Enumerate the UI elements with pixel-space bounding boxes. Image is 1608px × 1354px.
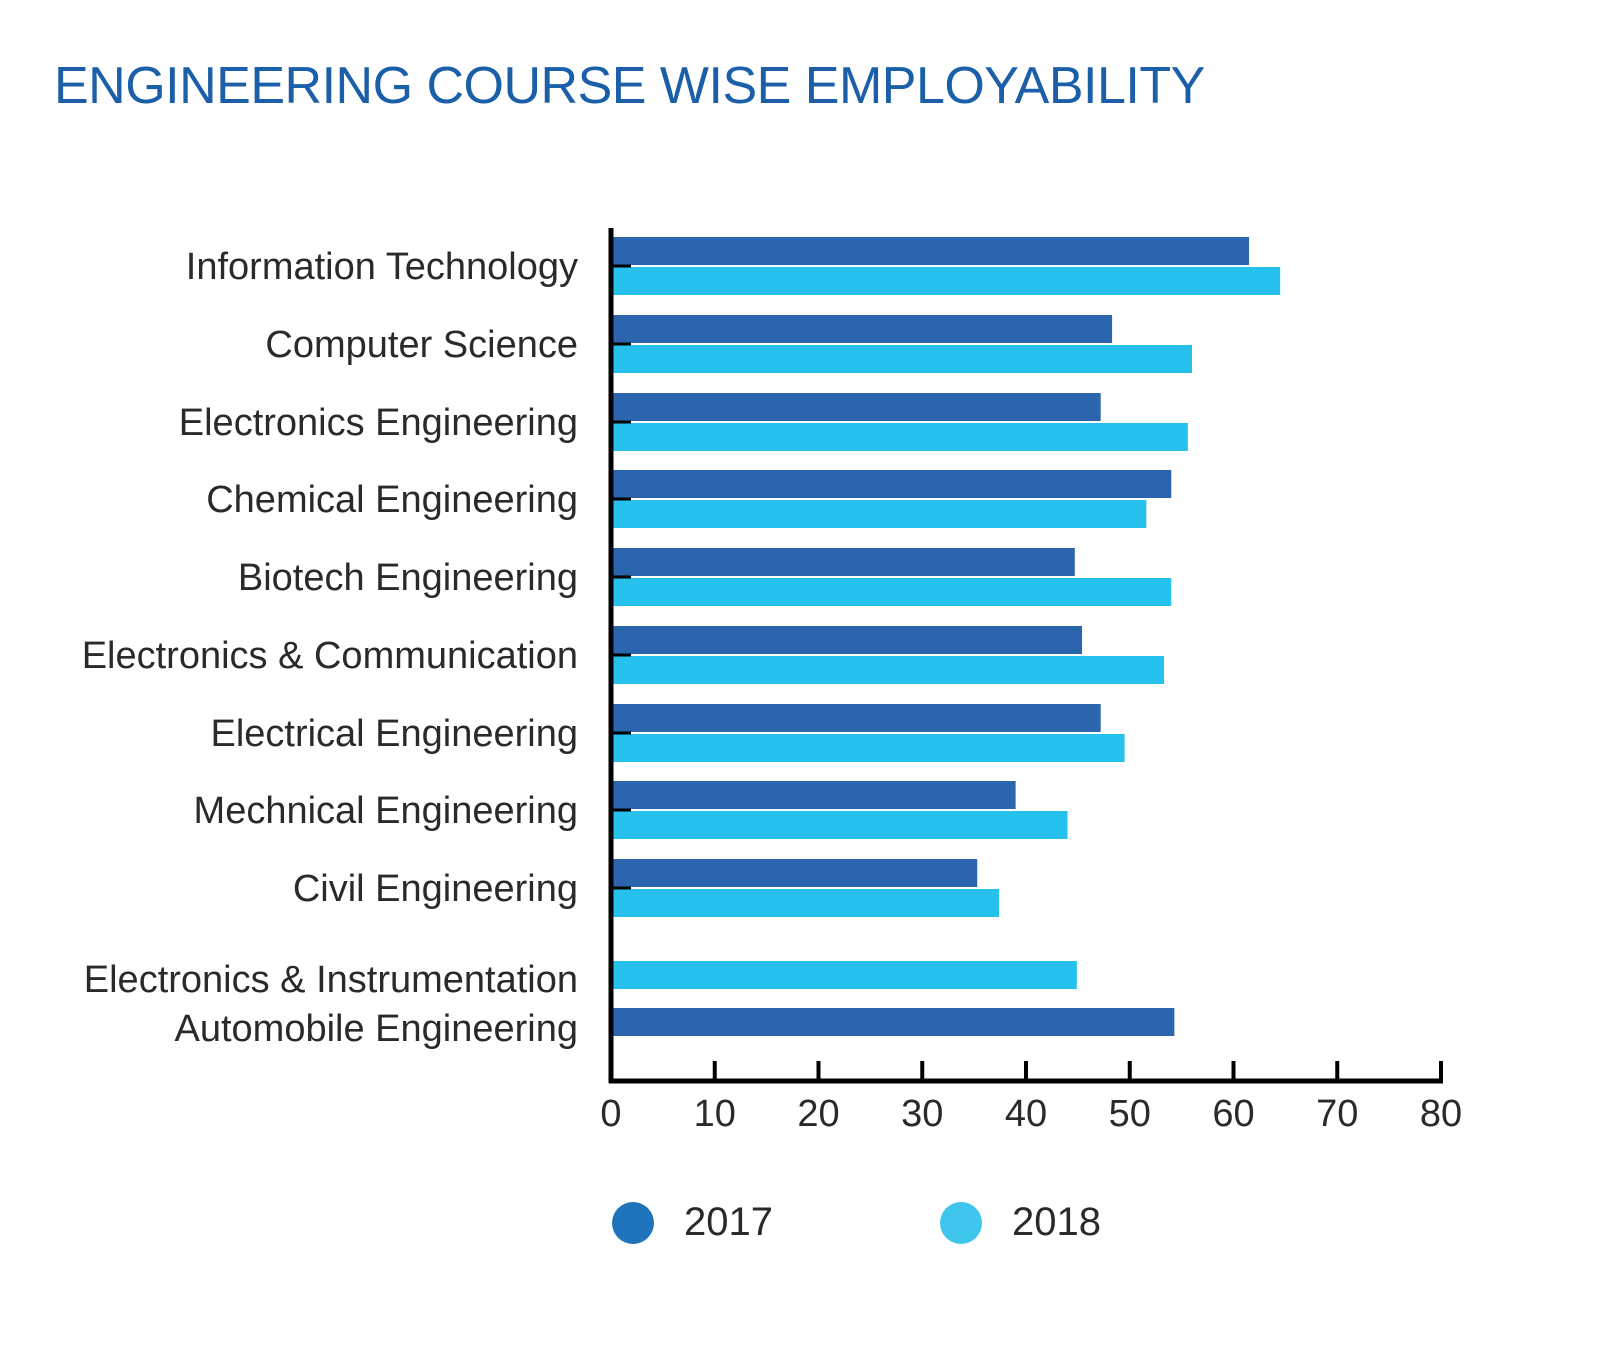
legend-label-2017: 2017 xyxy=(684,1200,773,1244)
category-label-electronics-engineering: Electronics Engineering xyxy=(179,402,578,444)
legend-swatch-2018 xyxy=(940,1201,982,1244)
bar-2017-computer-science xyxy=(611,315,1113,343)
bar-2017-automobile-engineering xyxy=(611,1008,1175,1036)
category-label-chemical-engineering: Chemical Engineering xyxy=(206,479,578,521)
bar-2017-electronics-and-communication xyxy=(611,626,1083,654)
legend-swatch-2017 xyxy=(612,1201,654,1244)
category-label-civil-engineering: Civil Engineering xyxy=(293,868,578,910)
x-tick-label-0: 0 xyxy=(600,1093,621,1135)
x-tick-label-70: 70 xyxy=(1316,1093,1358,1135)
legend-item-2017: 2017 xyxy=(612,1200,773,1245)
bar-2018-electronics-and-instrumentation xyxy=(611,961,1077,989)
chart-title: ENGINEERING COURSE WISE EMPLOYABILITY xyxy=(54,57,1205,115)
bar-2018-electronics-and-communication xyxy=(611,656,1164,684)
bar-2018-civil-engineering xyxy=(611,889,1000,917)
x-tick-label-30: 30 xyxy=(901,1093,943,1135)
bar-2017-civil-engineering xyxy=(611,859,978,887)
bar-2017-electronics-engineering xyxy=(611,393,1101,421)
bars-layer xyxy=(611,237,1281,1036)
category-label-automobile-engineering: Automobile Engineering xyxy=(175,1008,579,1050)
bar-2017-chemical-engineering xyxy=(611,470,1172,498)
bar-2018-computer-science xyxy=(611,345,1192,373)
category-label-information-technology: Information Technology xyxy=(186,246,578,288)
category-labels: Information Technology Computer Science El… xyxy=(82,246,578,1050)
bar-2017-electrical-engineering xyxy=(611,704,1101,732)
x-tick-label-60: 60 xyxy=(1212,1093,1254,1135)
bar-2017-mechnical-engineering xyxy=(611,781,1016,809)
x-tick-label-20: 20 xyxy=(797,1093,839,1135)
x-tick-label-40: 40 xyxy=(1005,1093,1047,1135)
category-label-mechnical-engineering: Mechnical Engineering xyxy=(194,790,578,832)
category-label-electronics-and-instrumentation: Electronics & Instrumentation xyxy=(84,959,578,1001)
bar-2018-biotech-engineering xyxy=(611,578,1172,606)
x-axis-ticks: 0 10 20 30 40 50 60 70 80 xyxy=(600,1061,1462,1135)
x-tick-label-80: 80 xyxy=(1420,1093,1462,1135)
bar-2018-mechnical-engineering xyxy=(611,811,1068,839)
category-label-computer-science: Computer Science xyxy=(265,324,578,366)
bar-2018-electronics-engineering xyxy=(611,423,1188,451)
category-label-electronics-and-communication: Electronics & Communication xyxy=(82,635,578,677)
legend-label-2018: 2018 xyxy=(1012,1200,1101,1244)
x-tick-label-10: 10 xyxy=(694,1093,736,1135)
legend-item-2018: 2018 xyxy=(940,1200,1101,1245)
category-label-biotech-engineering: Biotech Engineering xyxy=(238,557,578,599)
x-tick-label-50: 50 xyxy=(1109,1093,1151,1135)
bar-2018-electrical-engineering xyxy=(611,734,1125,762)
category-label-electrical-engineering: Electrical Engineering xyxy=(210,713,578,755)
bar-2018-information-technology xyxy=(611,267,1281,295)
bar-2017-information-technology xyxy=(611,237,1250,265)
bar-2018-chemical-engineering xyxy=(611,500,1147,528)
bar-2017-biotech-engineering xyxy=(611,548,1075,576)
